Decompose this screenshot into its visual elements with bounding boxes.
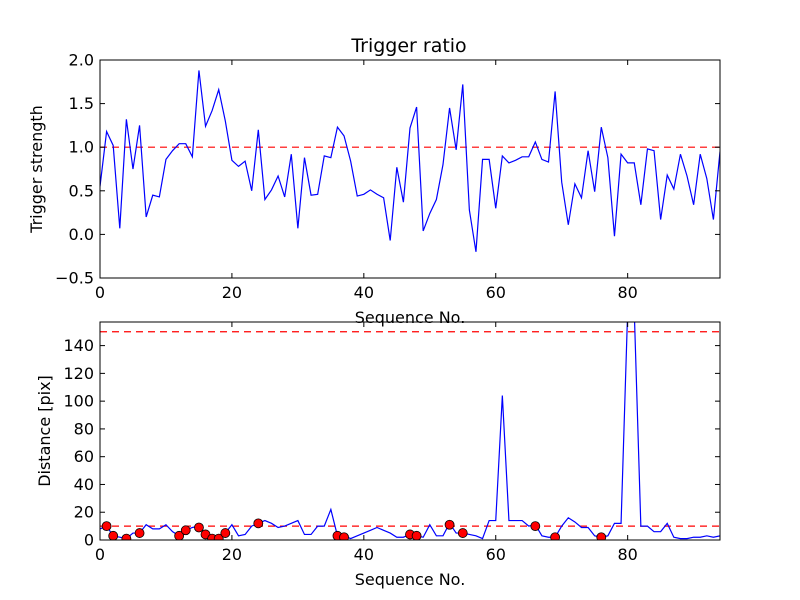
data-point (134, 528, 145, 538)
data-point (213, 533, 224, 540)
y-tick-label: 2.0 (69, 51, 94, 70)
x-tick-label: 40 (354, 283, 374, 302)
data-point (596, 532, 607, 540)
y-tick-label: 40 (74, 475, 94, 494)
y-tick-label: 140 (63, 336, 94, 355)
data-point (411, 530, 422, 540)
data-point (253, 518, 264, 529)
axis-ticks: 0 20 40 60 80 0 20 40 60 80 100 120 140 (63, 322, 720, 564)
y-tick-label: 120 (63, 364, 94, 383)
x-tick-label: 20 (222, 283, 242, 302)
axis-ticks: 0 20 40 60 80 −0.5 0.0 0.5 1.0 1.5 2.0 (55, 51, 720, 302)
data-point (444, 519, 455, 530)
distance-chart: 0 20 40 60 80 0 20 40 60 80 100 120 140 Sequence No.… (35, 321, 721, 589)
y-tick-label: 0.0 (69, 225, 94, 244)
data-point (121, 533, 132, 540)
y-tick-label: 1.5 (69, 94, 94, 113)
y-tick-label: 80 (74, 419, 94, 438)
axes-frame (99, 59, 721, 279)
y-tick-label: 20 (74, 503, 94, 522)
axes-frame (99, 321, 721, 541)
x-tick-label: 60 (486, 545, 506, 564)
plot-area (100, 70, 720, 252)
series-line (100, 70, 720, 252)
y-tick-label: 0 (84, 531, 94, 550)
x-tick-label: 60 (486, 283, 506, 302)
x-tick-label: 80 (617, 545, 637, 564)
data-point (174, 530, 185, 540)
chart-title: Trigger ratio (350, 35, 466, 57)
data-point (180, 525, 191, 536)
x-axis-label: Sequence No. (355, 308, 466, 327)
plot-area (100, 322, 720, 540)
x-tick-label: 0 (95, 283, 105, 302)
x-tick-label: 20 (222, 545, 242, 564)
y-tick-label: 60 (74, 447, 94, 466)
data-point (194, 522, 204, 533)
x-axis-label: Sequence No. (355, 570, 466, 589)
y-tick-label: 0.5 (69, 181, 94, 200)
y-tick-label: 100 (63, 392, 94, 411)
y-axis-label: Trigger strength (27, 105, 46, 234)
y-tick-label: −0.5 (55, 269, 94, 288)
x-tick-label: 80 (617, 283, 637, 302)
data-point (108, 530, 119, 540)
y-axis-label: Distance [pix] (35, 375, 54, 487)
data-point (457, 528, 468, 538)
data-point (530, 521, 541, 532)
data-point (220, 528, 231, 538)
x-tick-label: 0 (95, 545, 105, 564)
data-point (101, 521, 112, 532)
data-point (339, 532, 349, 540)
x-tick-label: 40 (354, 545, 374, 564)
y-tick-label: 1.0 (69, 138, 94, 157)
data-point (550, 532, 561, 540)
